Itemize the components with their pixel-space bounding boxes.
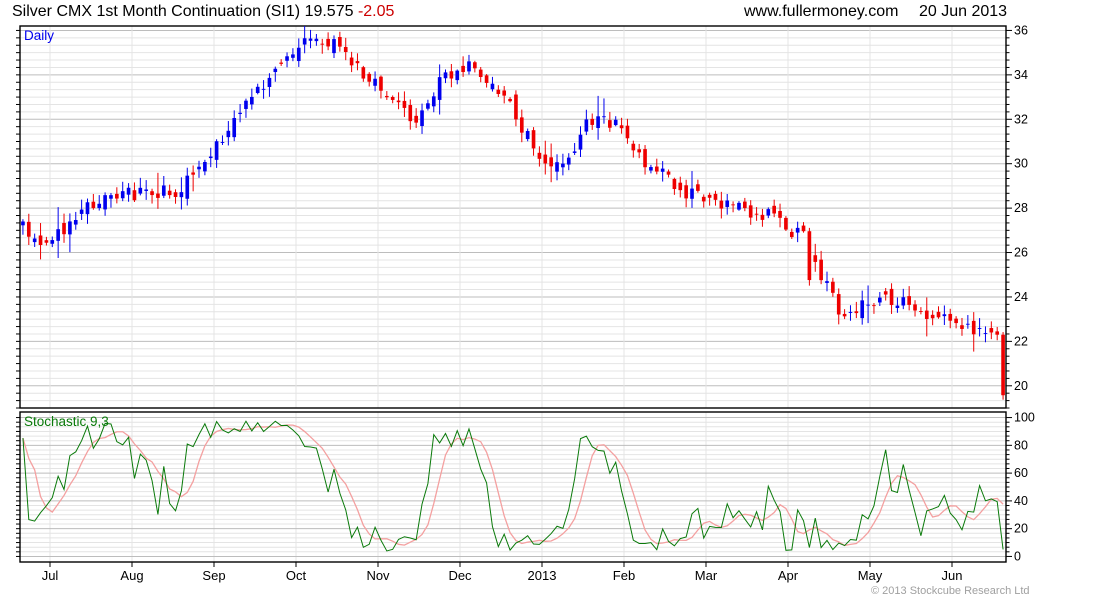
svg-text:Mar: Mar bbox=[695, 568, 718, 583]
svg-text:Stochastic 9,3: Stochastic 9,3 bbox=[24, 414, 109, 429]
svg-text:32: 32 bbox=[1014, 112, 1028, 126]
svg-text:20: 20 bbox=[1014, 522, 1028, 536]
svg-text:30: 30 bbox=[1014, 157, 1028, 171]
svg-text:Aug: Aug bbox=[120, 568, 143, 583]
svg-text:40: 40 bbox=[1014, 494, 1028, 508]
svg-text:28: 28 bbox=[1014, 201, 1028, 215]
svg-text:Dec: Dec bbox=[448, 568, 472, 583]
svg-text:0: 0 bbox=[1014, 549, 1021, 563]
svg-text:60: 60 bbox=[1014, 466, 1028, 480]
svg-text:100: 100 bbox=[1014, 411, 1035, 425]
svg-text:Feb: Feb bbox=[613, 568, 635, 583]
svg-text:24: 24 bbox=[1014, 290, 1028, 304]
svg-text:Jul: Jul bbox=[42, 568, 59, 583]
svg-text:Nov: Nov bbox=[366, 568, 390, 583]
svg-text:80: 80 bbox=[1014, 438, 1028, 452]
svg-text:2013: 2013 bbox=[528, 568, 557, 583]
svg-text:May: May bbox=[858, 568, 883, 583]
svg-text:Oct: Oct bbox=[286, 568, 307, 583]
svg-text:22: 22 bbox=[1014, 334, 1028, 348]
svg-text:36: 36 bbox=[1014, 23, 1028, 37]
svg-text:Daily: Daily bbox=[24, 28, 54, 43]
svg-text:Sep: Sep bbox=[202, 568, 225, 583]
svg-text:26: 26 bbox=[1014, 246, 1028, 260]
svg-text:Jun: Jun bbox=[942, 568, 963, 583]
svg-text:34: 34 bbox=[1014, 68, 1028, 82]
svg-text:Apr: Apr bbox=[778, 568, 799, 583]
svg-text:20: 20 bbox=[1014, 379, 1028, 393]
